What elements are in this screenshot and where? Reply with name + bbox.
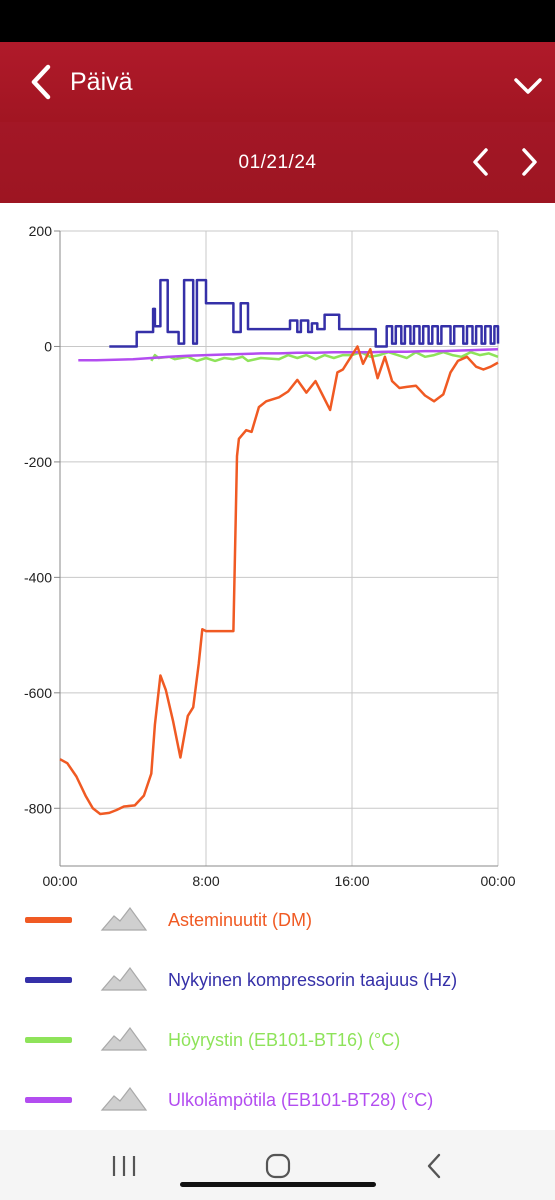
system-navigation-bar <box>0 1130 555 1200</box>
legend-swatch <box>25 917 72 923</box>
line-chart: 200 0 -200 -400 -600 -800 00:00 8:00 16:00 00:00 <box>24 223 516 889</box>
x-tick-label: 16:00 <box>334 873 369 889</box>
mountain-icon <box>100 1086 148 1111</box>
series-line <box>78 348 499 362</box>
y-tick-label: 200 <box>29 223 53 239</box>
legend-item-asteminuutit: Asteminuutit (DM) <box>0 890 555 950</box>
back-arrow-icon <box>427 1153 441 1179</box>
legend-swatch <box>25 1037 72 1043</box>
y-tick-label: -600 <box>24 685 52 701</box>
status-bar <box>0 0 555 42</box>
recent-apps-button[interactable] <box>108 1152 140 1180</box>
legend-swatch <box>25 977 72 983</box>
legend-label: Höyrystin (EB101-BT16) (°C) <box>168 1030 401 1050</box>
x-tick-label: 8:00 <box>192 873 219 889</box>
x-tick-label: 00:00 <box>42 873 77 889</box>
date-label: 01/21/24 <box>238 152 317 173</box>
legend-item-ulkolampotila: Ulkolämpötila (EB101-BT28) (°C) <box>0 1070 555 1130</box>
chevron-left-icon <box>473 148 488 176</box>
chevron-down-icon <box>514 78 542 94</box>
legend-item-kompressori: Nykyinen kompressorin taajuus (Hz) <box>0 950 555 1010</box>
view-dropdown-button[interactable] <box>510 70 546 100</box>
legend-swatch <box>25 1097 72 1103</box>
app-header: Päivä <box>0 42 555 122</box>
recent-apps-icon <box>112 1156 136 1176</box>
chevron-right-icon <box>522 148 537 176</box>
series-line <box>109 278 500 348</box>
legend-label: Asteminuutit (DM) <box>168 910 313 930</box>
legend-label: Ulkolämpötila (EB101-BT28) (°C) <box>168 1090 434 1110</box>
series-toggle-button[interactable] <box>100 904 148 932</box>
series-toggle-button[interactable] <box>100 964 148 992</box>
y-tick-label: -400 <box>24 569 52 585</box>
home-icon <box>265 1153 291 1179</box>
y-tick-label: -800 <box>24 800 52 816</box>
back-button[interactable] <box>26 62 60 102</box>
chart-area[interactable]: 200 0 -200 -400 -600 -800 00:00 8:00 16:00 00:00 <box>0 203 555 900</box>
system-back-button[interactable] <box>420 1150 450 1182</box>
y-tick-label: 0 <box>44 338 52 354</box>
page-title: Päivä <box>70 68 133 96</box>
next-day-button[interactable] <box>514 146 544 178</box>
home-indicator <box>180 1182 376 1187</box>
chart-legend: Asteminuutit (DM) Nykyinen kompressorin … <box>0 890 555 1130</box>
legend-label: Nykyinen kompressorin taajuus (Hz) <box>168 970 458 990</box>
series-line <box>150 350 499 363</box>
series-line <box>59 345 499 816</box>
x-tick-label: 00:00 <box>480 873 515 889</box>
mountain-icon <box>100 1026 148 1051</box>
legend-item-hoyrystin: Höyrystin (EB101-BT16) (°C) <box>0 1010 555 1070</box>
mountain-icon <box>100 906 148 931</box>
date-navigation-bar: 01/21/24 <box>0 122 555 203</box>
series-toggle-button[interactable] <box>100 1024 148 1052</box>
series-toggle-button[interactable] <box>100 1084 148 1112</box>
y-tick-label: -200 <box>24 454 52 470</box>
chevron-left-icon <box>31 64 51 100</box>
home-button[interactable] <box>262 1150 294 1182</box>
mountain-icon <box>100 966 148 991</box>
previous-day-button[interactable] <box>466 146 496 178</box>
